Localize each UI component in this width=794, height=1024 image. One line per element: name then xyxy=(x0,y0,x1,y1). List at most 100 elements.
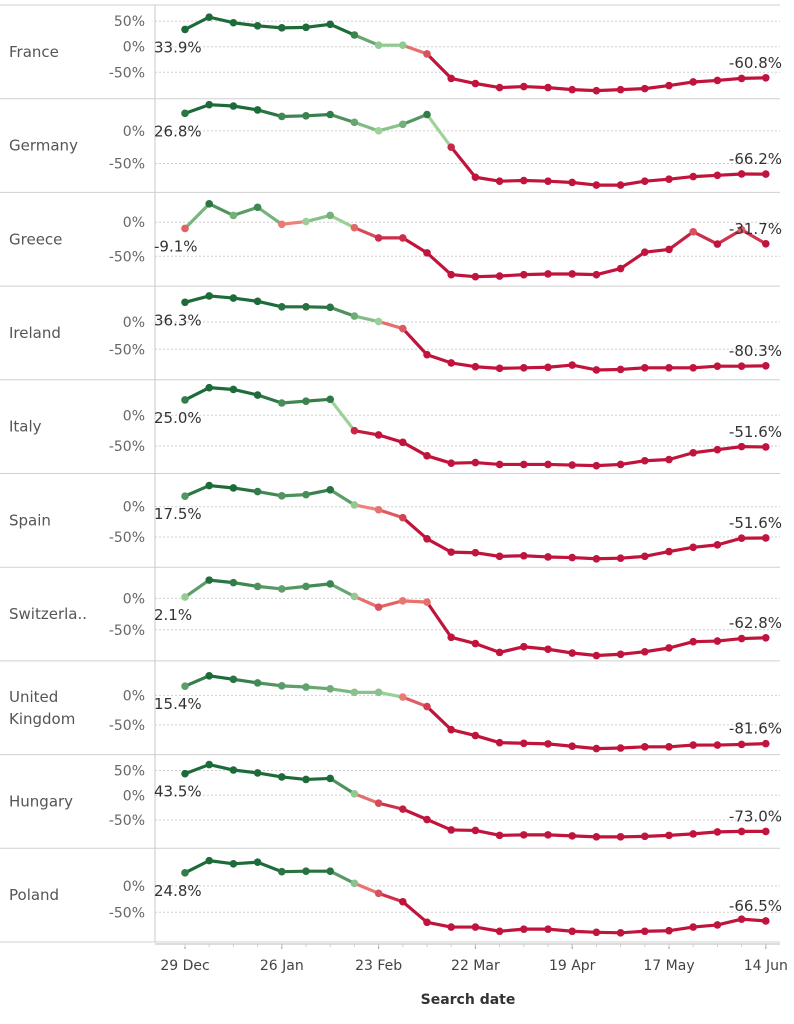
data-point xyxy=(616,460,625,469)
data-point xyxy=(374,799,383,807)
data-point xyxy=(713,171,722,180)
series-line-segment xyxy=(473,460,502,467)
series-line-segment xyxy=(522,554,550,559)
series-line-segment xyxy=(667,230,695,252)
y-tick-label: -50% xyxy=(109,157,145,173)
data-point xyxy=(350,118,359,127)
data-point xyxy=(568,270,576,278)
data-point xyxy=(374,889,383,898)
data-point xyxy=(423,535,431,543)
data-point xyxy=(544,740,552,748)
series-line-segment xyxy=(207,202,235,218)
y-tick-label: 0% xyxy=(123,500,145,516)
series-line-segment xyxy=(473,925,502,933)
data-point xyxy=(374,41,383,50)
data-point xyxy=(544,831,552,839)
data-point xyxy=(762,361,770,370)
series-line-segment xyxy=(231,104,260,112)
series-line-segment xyxy=(449,145,477,179)
series-line-segment xyxy=(449,728,477,738)
series-line-segment xyxy=(643,833,671,838)
series-line-segment xyxy=(304,685,332,691)
data-point xyxy=(641,177,649,185)
last-value-label: -51.6% xyxy=(729,423,782,441)
data-point xyxy=(423,702,431,711)
data-point xyxy=(423,815,431,824)
data-point xyxy=(423,918,431,927)
row-label-line: United xyxy=(9,688,58,706)
data-point xyxy=(689,227,697,236)
y-tick-label: 50% xyxy=(114,764,145,780)
data-point xyxy=(689,364,697,372)
row-label: Italy xyxy=(9,418,42,436)
data-point xyxy=(205,200,213,208)
x-tick-label: 26 Jan xyxy=(260,958,304,974)
last-value-label: -60.8% xyxy=(729,54,782,72)
series-line-segment xyxy=(691,923,720,929)
y-tick-label: 0% xyxy=(123,40,145,56)
data-point xyxy=(616,365,625,374)
x-axis: 29 Dec 26 Jan 23 Feb 22 Mar 19 Apr 17 May 14 J… xyxy=(155,943,788,974)
x-tick-label: 29 Dec xyxy=(160,958,209,974)
data-point xyxy=(737,362,746,370)
series-line-segment xyxy=(739,636,768,641)
data-point xyxy=(641,364,649,372)
data-point xyxy=(253,22,262,30)
data-point xyxy=(350,426,359,435)
data-point xyxy=(447,270,456,279)
x-tick-label: 14 Jun xyxy=(744,958,788,974)
x-tick-label: 22 Mar xyxy=(451,958,500,974)
series-line-segment xyxy=(667,451,695,462)
data-point xyxy=(399,324,407,333)
data-point xyxy=(544,270,552,278)
data-point xyxy=(350,501,359,509)
data-point xyxy=(399,897,407,906)
series-line-segment xyxy=(594,367,623,372)
data-point xyxy=(205,760,213,769)
data-point xyxy=(471,272,480,281)
y-tick-label: -50% xyxy=(109,905,145,921)
series-line-segment xyxy=(304,397,332,403)
data-point xyxy=(665,175,673,184)
series-line-segment xyxy=(207,15,235,25)
series-line-segment xyxy=(570,555,599,561)
series-line-segment xyxy=(449,361,477,369)
data-point xyxy=(471,826,480,835)
data-point xyxy=(181,298,189,307)
first-value-label: 24.8% xyxy=(154,882,202,900)
data-point xyxy=(713,828,722,836)
data-point xyxy=(568,85,576,94)
series-line-segment xyxy=(546,927,574,933)
data-point xyxy=(471,79,480,88)
data-point xyxy=(713,541,722,549)
data-point xyxy=(689,78,697,86)
series-line-segment xyxy=(280,219,308,226)
panel-spain: Spain 0% -50% 17.5% -51.6% xyxy=(0,473,782,568)
series-line-segment xyxy=(739,917,768,923)
data-point xyxy=(665,547,673,556)
data-point xyxy=(737,170,746,178)
series-line-segment xyxy=(691,448,720,455)
series-line-segment xyxy=(473,551,502,558)
series-line-segment xyxy=(473,733,502,745)
data-point xyxy=(447,459,456,468)
first-value-label: 26.8% xyxy=(154,122,202,140)
data-point xyxy=(278,399,286,407)
data-point xyxy=(737,827,746,836)
data-point xyxy=(520,925,528,933)
data-point xyxy=(568,649,576,657)
series-line-segment xyxy=(473,828,502,837)
series-line-segment xyxy=(377,122,405,133)
data-point xyxy=(229,294,238,302)
series-line-segment xyxy=(425,704,453,732)
data-point xyxy=(181,682,189,691)
series-line-segment xyxy=(643,646,671,654)
series-line-segment xyxy=(256,108,284,119)
series-line-segment xyxy=(643,247,671,254)
data-point xyxy=(641,552,649,561)
data-point xyxy=(544,363,552,372)
data-point xyxy=(374,431,383,439)
series-line-segment xyxy=(691,639,720,644)
data-point xyxy=(762,827,770,836)
series-line-segment xyxy=(304,776,332,782)
